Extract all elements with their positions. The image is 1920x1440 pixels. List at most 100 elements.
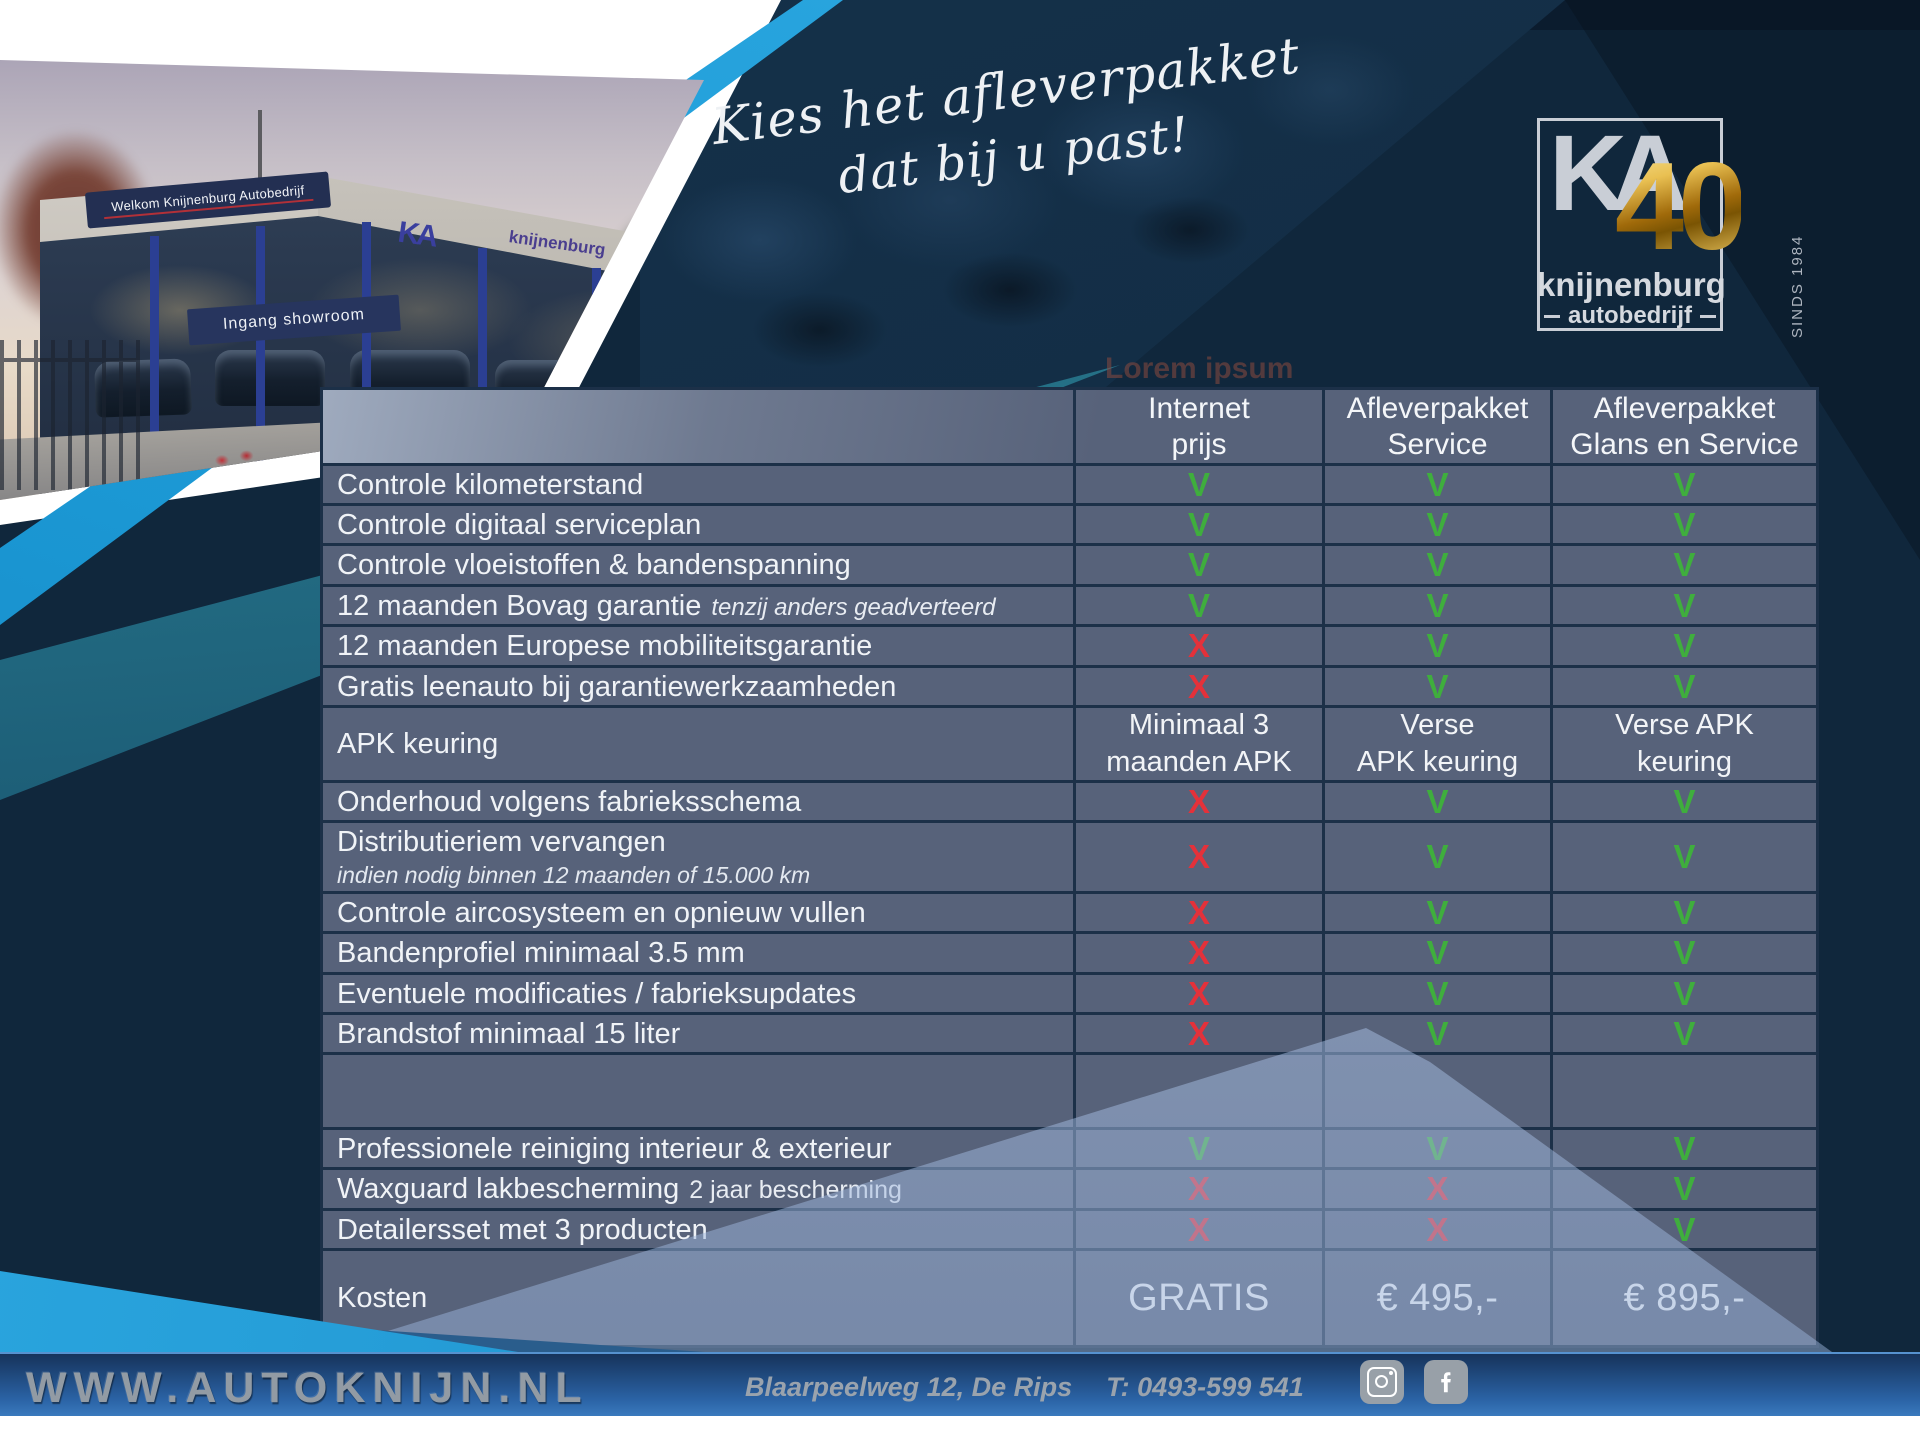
text-value-cell: Verse APK keuring <box>1322 708 1550 780</box>
logo-name: knijnenburg <box>1537 266 1726 303</box>
row-label: Waxguard lakbescherming <box>337 1173 680 1205</box>
cross-mark-cell: X <box>1073 823 1322 891</box>
check-mark: V <box>1673 586 1696 624</box>
row-label: APK keuring <box>337 728 499 760</box>
cross-mark: X <box>1187 782 1210 820</box>
check-mark: V <box>1426 893 1449 931</box>
row-label: Kosten <box>337 1282 428 1314</box>
check-mark-cell: V <box>1073 546 1322 584</box>
cross-mark: X <box>1187 667 1210 705</box>
check-mark: V <box>1673 546 1696 583</box>
cell-text: Verse APK keuring <box>1615 709 1754 778</box>
cell-text: Minimaal 3 maanden APK <box>1106 709 1292 778</box>
lorem-watermark: Lorem ipsum <box>1105 352 1294 385</box>
row-label: Distributieriem vervangen <box>337 826 666 858</box>
check-mark: V <box>1426 627 1449 664</box>
logo-tagline: autobedrijf <box>1568 302 1692 329</box>
cross-mark: X <box>1187 934 1210 971</box>
text-value-cell: GRATIS <box>1073 1251 1322 1345</box>
check-mark-cell: V <box>1550 783 1816 820</box>
row-label-cell: Distributieriem vervangen indien nodig bi… <box>323 823 1073 891</box>
row-label-cell: Onderhoud volgens fabrieksschema <box>323 783 1073 820</box>
check-mark: V <box>1187 505 1210 543</box>
header-line: Afleverpakket <box>1346 391 1529 425</box>
photo-flagpole <box>258 110 262 230</box>
cell-text: GRATIS <box>1128 1277 1270 1319</box>
logo-tagline-row: autobedrijf <box>1537 302 1723 330</box>
row-label: Onderhoud volgens fabrieksschema <box>337 785 802 818</box>
row-label-cell: 12 maanden Bovag garantie tenzij anders g… <box>323 587 1073 624</box>
pillar <box>478 248 487 493</box>
check-mark: V <box>1673 838 1696 875</box>
row-label-cell: Controle aircosysteem en opnieuw vullen <box>323 894 1073 931</box>
check-mark: V <box>1673 1014 1696 1052</box>
package-table: Internet prijs Afleverpakket Service Afl… <box>320 387 1819 1348</box>
header-afleverpakket-glans-service: Afleverpakket Glans en Service <box>1550 390 1816 463</box>
header-line: Service <box>1387 427 1488 461</box>
pillar <box>362 222 371 487</box>
cross-mark: X <box>1187 838 1210 875</box>
header-line: Glans en Service <box>1570 427 1799 461</box>
text-value-cell: Verse APK keuring <box>1550 708 1816 780</box>
check-mark: V <box>1187 465 1210 503</box>
row-label: Controle kilometerstand <box>337 468 644 501</box>
table-row: Bandenprofiel minimaal 3.5 mm X V V <box>323 931 1816 972</box>
row-label: 12 maanden Europese mobiliteitsgarantie <box>337 630 873 662</box>
check-mark: V <box>1673 505 1696 543</box>
instagram-icon[interactable] <box>1360 1360 1404 1404</box>
check-mark-cell: V <box>1550 1211 1816 1248</box>
cross-mark-cell: X <box>1073 1170 1322 1208</box>
table-row <box>323 1052 1816 1127</box>
check-mark: V <box>1426 465 1449 503</box>
check-mark-cell: V <box>1322 823 1550 891</box>
website-url[interactable]: WWW.AUTOKNIJN.NL <box>26 1364 589 1412</box>
table-row: APK keuring Minimaal 3 maanden APK Verse A… <box>323 705 1816 780</box>
empty-cell <box>1322 1055 1550 1127</box>
logo-monogram: KA <box>1549 112 1689 233</box>
row-label: Controle aircosysteem en opnieuw vullen <box>337 896 866 929</box>
check-mark: V <box>1673 782 1696 820</box>
header-line: Internet <box>1148 391 1250 425</box>
check-mark: V <box>1673 974 1696 1012</box>
check-mark: V <box>1187 586 1210 624</box>
check-mark-cell: V <box>1073 506 1322 543</box>
check-mark-cell: V <box>1550 1130 1816 1167</box>
table-row: Controle vloeistoffen & bandenspanning V V… <box>323 543 1816 584</box>
cross-mark-cell: X <box>1073 894 1322 931</box>
row-label-cell: Detailersset met 3 producten <box>323 1211 1073 1248</box>
bottom-white-strip <box>0 1416 1920 1440</box>
row-label: Detailersset met 3 producten <box>337 1213 708 1246</box>
facebook-icon[interactable] <box>1424 1360 1468 1404</box>
check-mark-cell: V <box>1550 506 1816 543</box>
entrance-sign-text: Ingang showroom <box>222 306 366 333</box>
row-label: Brandstof minimaal 15 liter <box>337 1017 681 1050</box>
check-mark: V <box>1187 546 1210 583</box>
check-mark: V <box>1673 934 1696 971</box>
check-mark: V <box>1426 667 1449 705</box>
check-mark: V <box>1426 782 1449 820</box>
cross-mark-cell: X <box>1073 1211 1322 1248</box>
cross-mark-cell: X <box>1073 1015 1322 1052</box>
cross-mark-cell: X <box>1073 783 1322 820</box>
table-row: Waxguard lakbescherming 2 jaar beschermin… <box>323 1167 1816 1208</box>
footer-address: Blaarpeelweg 12, De Rips <box>745 1372 1073 1402</box>
table-row: Controle digitaal serviceplan V V V <box>323 503 1816 543</box>
row-label: Bandenprofiel minimaal 3.5 mm <box>337 937 745 969</box>
row-label-cell: Waxguard lakbescherming 2 jaar beschermin… <box>323 1170 1073 1208</box>
logo-box <box>1537 118 1723 331</box>
check-mark-cell: V <box>1550 546 1816 584</box>
cross-mark: X <box>1187 974 1210 1012</box>
table-row: Detailersset met 3 producten X X V <box>323 1208 1816 1248</box>
check-mark-cell: V <box>1322 466 1550 503</box>
check-mark: V <box>1673 1129 1696 1167</box>
check-mark: V <box>1673 667 1696 705</box>
check-mark-cell: V <box>1550 975 1816 1012</box>
header-line: Afleverpakket <box>1593 391 1776 425</box>
table-row: 12 maanden Bovag garantie tenzij anders g… <box>323 584 1816 624</box>
table-row: Distributieriem vervangen indien nodig bi… <box>323 820 1816 891</box>
header-line: prijs <box>1171 427 1227 461</box>
check-mark-cell: V <box>1322 668 1550 705</box>
check-mark: V <box>1426 505 1449 543</box>
row-label-cell: 12 maanden Europese mobiliteitsgarantie <box>323 627 1073 665</box>
check-mark-cell: V <box>1322 587 1550 624</box>
